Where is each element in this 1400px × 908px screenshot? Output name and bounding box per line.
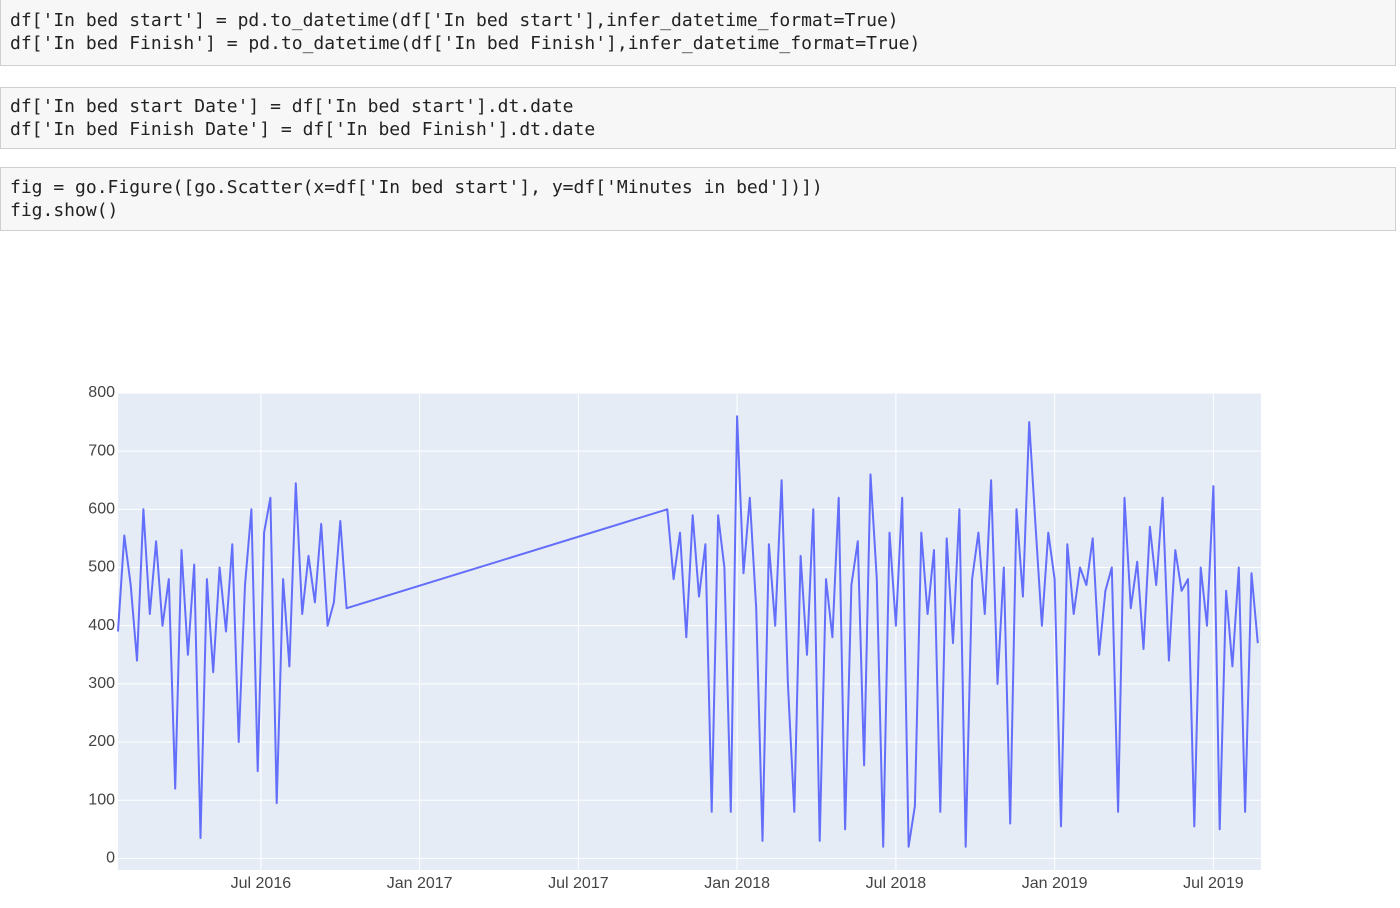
x-tick-label: Jan 2017 xyxy=(387,875,453,892)
y-tick-label: 100 xyxy=(88,791,115,808)
code-line: fig.show() xyxy=(10,200,119,221)
x-tick-label: Jul 2018 xyxy=(866,875,927,892)
code-line: df['In bed Finish'] = pd.to_datetime(df[… xyxy=(10,33,921,54)
data-line xyxy=(117,415,1259,848)
x-tick-label: Jan 2019 xyxy=(1022,875,1088,892)
y-tick-label: 500 xyxy=(88,559,115,576)
y-tick-label: 600 xyxy=(88,501,115,518)
code-line: df['In bed start Date'] = df['In bed sta… xyxy=(10,96,574,117)
y-tick-label: 300 xyxy=(88,675,115,692)
code-line: df['In bed start'] = pd.to_datetime(df['… xyxy=(10,10,899,31)
code-line: df['In bed Finish Date'] = df['In bed Fi… xyxy=(10,119,596,140)
code-cell[interactable]: df['In bed start'] = pd.to_datetime(df['… xyxy=(0,0,1396,66)
code-cell[interactable]: fig = go.Figure([go.Scatter(x=df['In bed… xyxy=(0,167,1396,231)
y-tick-label: 400 xyxy=(88,617,115,634)
y-tick-label: 700 xyxy=(88,442,115,459)
code-cell[interactable]: df['In bed start Date'] = df['In bed sta… xyxy=(0,87,1396,149)
x-tick-label: Jul 2019 xyxy=(1183,875,1244,892)
y-tick-label: 200 xyxy=(88,733,115,750)
y-tick-label: 0 xyxy=(106,850,115,867)
x-tick-label: Jan 2018 xyxy=(704,875,770,892)
code-line: fig = go.Figure([go.Scatter(x=df['In bed… xyxy=(10,177,823,198)
x-tick-label: Jul 2017 xyxy=(548,875,609,892)
x-tick-label: Jul 2016 xyxy=(231,875,292,892)
y-tick-label: 800 xyxy=(88,384,115,401)
plot-area xyxy=(118,393,1261,870)
